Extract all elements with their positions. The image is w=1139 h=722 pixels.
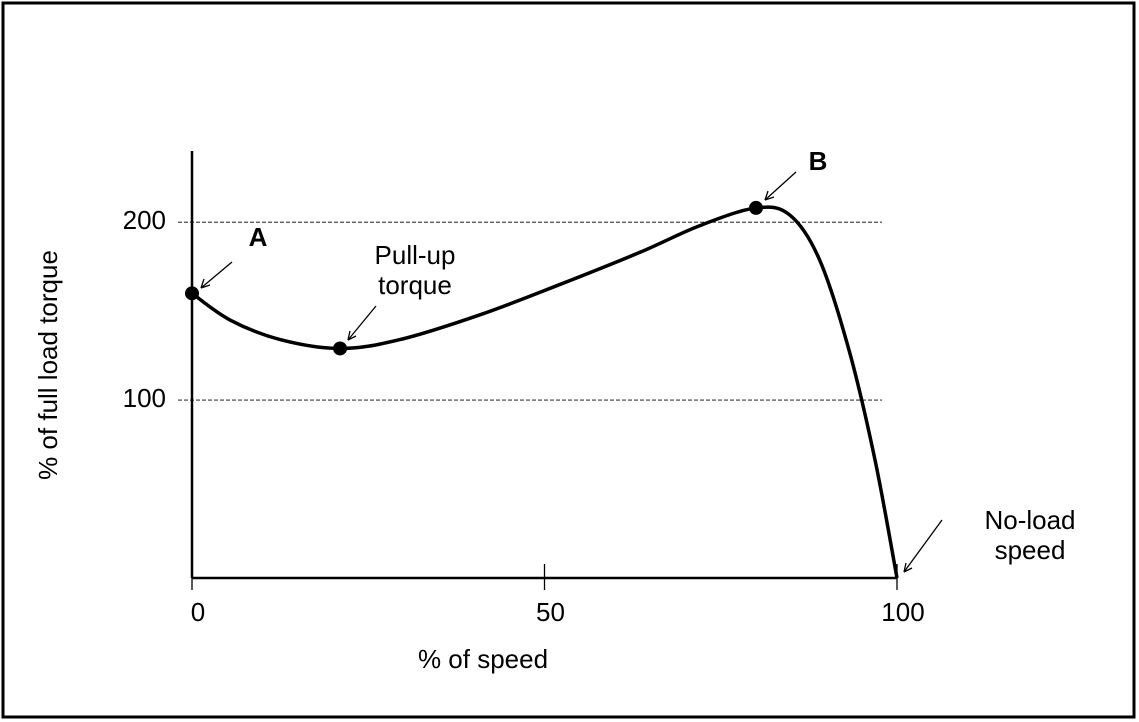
annotation: B [808,146,828,176]
annotation: Pull-up torque [374,240,456,300]
x-tick-label: 50 [536,597,565,627]
arrow [764,171,797,201]
marker [333,341,348,356]
arrow-head [200,278,211,289]
y-tick-label: 100 [123,383,166,413]
marker [185,286,199,301]
y-axis-label: % of full load torque [33,250,63,480]
arrows [200,171,943,573]
annotation: No-load speed [984,505,1076,565]
arrow [347,305,377,341]
y-tick-label: 200 [123,205,166,235]
arrow [200,261,233,289]
arrow-head [764,190,775,201]
x-tick-label: 100 [881,597,924,627]
marker [749,200,763,215]
arrow-head [347,330,357,341]
x-axis-label: % of speed [418,644,548,674]
arrow-head [903,562,913,573]
curve [190,205,899,579]
annotation: A [248,222,268,252]
x-tick-label: 0 [191,597,205,627]
arrow [903,519,943,573]
